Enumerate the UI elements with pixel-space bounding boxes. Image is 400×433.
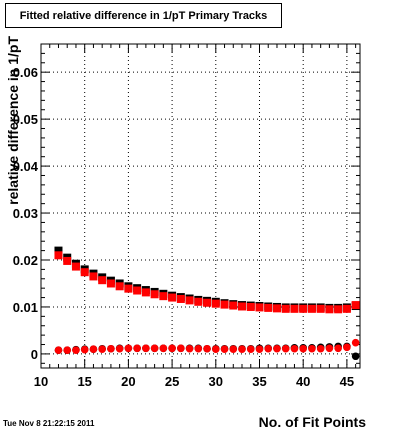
data-point-circle	[220, 345, 229, 354]
data-point-square	[89, 272, 98, 281]
data-point-square	[229, 301, 238, 310]
data-point-square	[124, 284, 133, 293]
data-point-circle	[142, 344, 150, 353]
data-point-circle	[281, 344, 290, 353]
tick-labels: 10 15 20 25 30 35 40 45 0 0.01 0.02 0.03 0.04 0.05 0.0…	[13, 65, 354, 389]
data-point-square	[299, 304, 308, 313]
data-point-square	[281, 304, 290, 313]
data-point-circle	[177, 344, 185, 353]
data-point-square	[290, 304, 299, 313]
x-tick-label: 30	[209, 374, 223, 389]
data-point-circle	[63, 346, 72, 354]
data-point-square	[325, 305, 334, 314]
data-point-square	[307, 304, 316, 313]
data-point-square	[211, 299, 220, 308]
data-point-circle	[343, 343, 351, 352]
data-point-circle	[351, 352, 360, 361]
data-point-circle	[229, 345, 238, 354]
chart-title: Fitted relative difference in 1/pT Prima…	[5, 3, 282, 28]
data-point-square	[98, 276, 107, 285]
y-tick-label: 0.06	[13, 65, 38, 80]
data-point-circle	[159, 344, 168, 353]
x-tick-label: 20	[121, 374, 135, 389]
data-point-circle	[185, 344, 194, 353]
data-point-square	[238, 302, 247, 311]
data-point-square	[334, 305, 343, 314]
data-point-square	[115, 282, 124, 291]
x-tick-label: 40	[296, 374, 310, 389]
data-point-circle	[89, 345, 98, 354]
data-markers	[54, 246, 360, 361]
data-point-square	[133, 286, 142, 295]
data-point-square	[150, 290, 159, 299]
data-point-circle	[168, 344, 176, 353]
y-tick-label: 0.02	[13, 253, 38, 268]
y-axis-title: relative difference in 1/pT	[5, 36, 21, 205]
series-1	[54, 251, 360, 314]
grid-lines	[40, 44, 360, 368]
x-tick-label: 45	[340, 374, 354, 389]
data-point-circle	[211, 345, 220, 354]
data-point-square	[54, 246, 63, 255]
data-point-square	[159, 292, 168, 301]
data-point-square	[106, 279, 115, 288]
data-point-square	[264, 303, 273, 312]
data-point-circle	[351, 338, 360, 347]
data-point-square	[220, 300, 229, 309]
y-tick-label: 0.04	[13, 159, 39, 174]
data-point-square	[63, 256, 72, 265]
data-point-circle	[72, 346, 80, 354]
data-point-square	[80, 268, 89, 277]
data-point-square	[351, 301, 360, 310]
x-tick-label: 35	[252, 374, 266, 389]
data-point-circle	[238, 345, 246, 354]
data-point-circle	[80, 345, 89, 354]
data-point-circle	[264, 344, 273, 353]
data-point-circle	[255, 345, 264, 354]
data-point-square	[316, 304, 325, 313]
data-point-circle	[290, 344, 299, 353]
data-point-square	[203, 298, 212, 307]
data-point-square	[272, 304, 281, 313]
data-point-circle	[308, 344, 316, 353]
x-tick-label: 25	[165, 374, 179, 389]
data-point-circle	[325, 344, 334, 353]
data-point-square	[54, 251, 63, 260]
data-point-circle	[316, 344, 325, 353]
data-point-circle	[194, 344, 203, 353]
data-point-circle	[334, 344, 342, 353]
data-point-circle	[54, 346, 63, 354]
series-3	[54, 338, 360, 354]
plot-frame	[40, 43, 361, 369]
data-point-square	[194, 297, 203, 306]
data-point-circle	[273, 344, 281, 353]
data-point-square	[246, 302, 255, 311]
data-point-circle	[133, 344, 141, 353]
data-point-square	[71, 262, 80, 271]
y-tick-label: 0.03	[13, 206, 38, 221]
timestamp: Tue Nov 8 21:22:15 2011	[3, 419, 95, 428]
data-point-circle	[98, 345, 106, 354]
data-point-circle	[115, 344, 124, 353]
data-point-square	[176, 294, 185, 303]
data-point-circle	[107, 344, 115, 353]
data-point-circle	[246, 345, 255, 354]
y-tick-label: 0.01	[13, 300, 38, 315]
x-axis-title: No. of Fit Points	[259, 414, 367, 430]
data-point-square	[141, 288, 150, 297]
data-point-square	[255, 303, 264, 312]
data-point-square	[342, 304, 351, 313]
data-point-square	[185, 296, 194, 305]
data-point-square	[168, 293, 177, 302]
data-point-circle	[124, 344, 133, 353]
data-point-circle	[299, 344, 307, 353]
x-tick-label: 10	[34, 374, 48, 389]
data-point-circle	[150, 344, 159, 353]
x-tick-label: 15	[77, 374, 91, 389]
axes	[40, 43, 361, 369]
y-tick-label: 0	[31, 347, 38, 362]
data-point-circle	[203, 344, 211, 353]
y-tick-label: 0.05	[13, 112, 38, 127]
